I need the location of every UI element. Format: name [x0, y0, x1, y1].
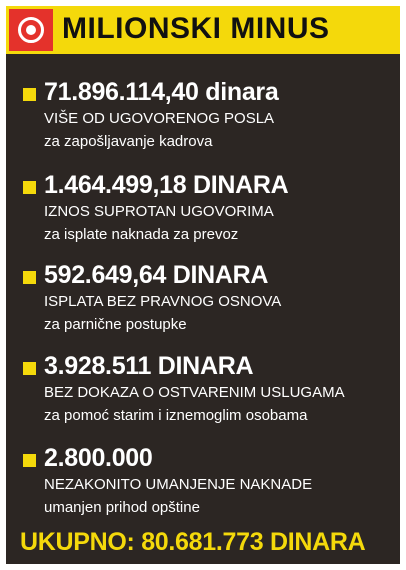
item-amount: 71.896.114,40 dinara [44, 78, 279, 106]
item-detail: umanjen prihod opštine [44, 499, 200, 516]
infographic-card: MILIONSKI MINUS 71.896.114,40 dinara VIŠ… [6, 6, 400, 564]
item-amount: 2.800.000 [44, 444, 153, 472]
item-detail: za zapošljavanje kadrova [44, 133, 213, 150]
item-description: BEZ DOKAZA O OSTVARENIM USLUGAMA [44, 384, 345, 401]
item-amount: 3.928.511 DINARA [44, 352, 254, 380]
item-description: VIŠE OD UGOVORENOG POSLA [44, 110, 275, 127]
item-amount: 1.464.499,18 DINARA [44, 171, 289, 199]
item-detail: za isplate naknada za prevoz [44, 226, 239, 243]
bullet-square-icon [23, 88, 36, 101]
header-bar: MILIONSKI MINUS [6, 6, 400, 54]
target-center [26, 25, 36, 35]
target-ring [18, 17, 44, 43]
target-icon [9, 9, 53, 51]
bullet-square-icon [23, 271, 36, 284]
item-description: ISPLATA BEZ PRAVNOG OSNOVA [44, 293, 282, 310]
bullet-square-icon [23, 454, 36, 467]
total-amount: UKUPNO: 80.681.773 DINARA [20, 528, 366, 556]
item-amount: 592.649,64 DINARA [44, 261, 269, 289]
item-detail: za parnične postupke [44, 316, 187, 333]
item-detail: za pomoć starim i iznemoglim osobama [44, 407, 308, 424]
item-description: NEZAKONITO UMANJENJE NAKNADE [44, 476, 313, 493]
bullet-square-icon [23, 362, 36, 375]
page-title: MILIONSKI MINUS [62, 12, 330, 45]
bullet-square-icon [23, 181, 36, 194]
item-description: IZNOS SUPROTAN UGOVORIMA [44, 203, 274, 220]
